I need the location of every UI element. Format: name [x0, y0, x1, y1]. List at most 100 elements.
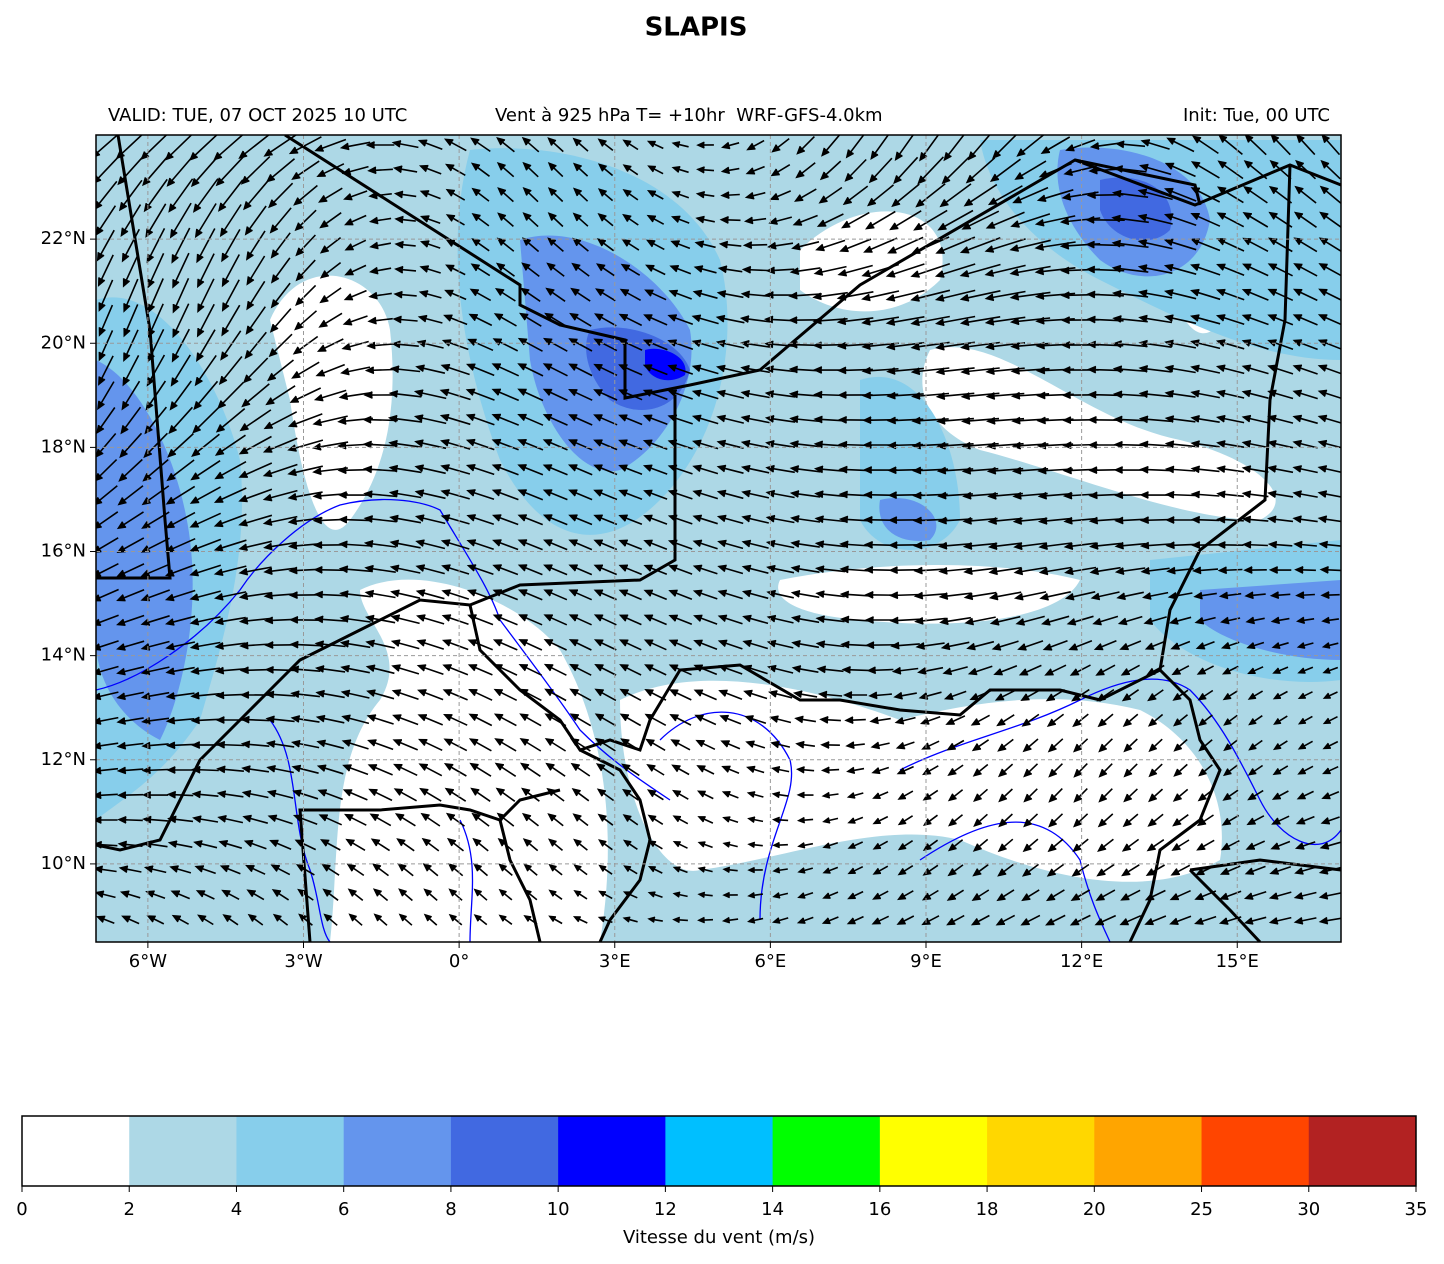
wind-arrow — [120, 204, 142, 238]
wind-arrow — [542, 414, 568, 426]
wind-arrow — [170, 890, 191, 900]
wind-arrow — [289, 387, 322, 403]
wind-arrow — [1267, 389, 1294, 400]
wind-arrow — [469, 288, 492, 302]
wind-arrow — [996, 889, 1015, 902]
wind-arrow — [269, 207, 292, 234]
wind-arrow — [1293, 263, 1318, 277]
wind-arrow — [819, 715, 841, 724]
wind-arrow — [492, 639, 518, 651]
wind-arrow — [470, 263, 491, 277]
wind-arrow — [643, 614, 667, 626]
wind-arrow — [1321, 642, 1339, 649]
wind-arrow — [243, 180, 269, 211]
wind-arrow — [1119, 914, 1142, 926]
wind-arrow — [646, 214, 665, 225]
wind-arrow — [544, 737, 567, 752]
wind-arrow — [214, 591, 247, 601]
wind-arrow — [836, 317, 874, 326]
wind-arrow — [471, 238, 490, 252]
wind-arrow — [594, 664, 617, 676]
wind-arrow — [822, 817, 839, 824]
wind-arrow — [398, 913, 413, 926]
wind-arrow — [691, 364, 719, 375]
wind-arrow — [1169, 616, 1192, 625]
wind-arrow — [871, 766, 890, 775]
wind-arrow — [671, 190, 690, 199]
wind-arrow — [696, 166, 715, 174]
wind-arrow — [1294, 566, 1316, 574]
wind-arrow — [643, 514, 668, 525]
wind-arrow — [1122, 713, 1139, 727]
wind-arrow — [790, 565, 820, 573]
wind-arrow — [792, 690, 818, 699]
wind-arrow — [593, 363, 618, 377]
wind-arrow — [647, 891, 663, 898]
wind-arrow — [415, 589, 445, 600]
wind-arrow — [140, 615, 170, 626]
wind-arrow — [1111, 189, 1149, 198]
wind-arrow — [338, 565, 372, 574]
wind-arrow — [567, 464, 593, 476]
wind-arrow — [1018, 664, 1042, 676]
wind-arrow — [1293, 540, 1317, 549]
wind-arrow — [422, 863, 439, 877]
wind-arrow — [465, 438, 495, 451]
wind-arrow — [417, 689, 444, 701]
wind-arrow — [96, 588, 119, 602]
wind-arrow — [221, 254, 241, 288]
wind-arrow — [765, 266, 795, 275]
wind-arrow — [218, 840, 243, 849]
wind-arrow — [314, 615, 346, 624]
wind-arrow — [718, 240, 742, 249]
wind-arrow — [935, 236, 976, 254]
wind-arrow — [1318, 540, 1341, 549]
wind-arrow — [319, 261, 342, 279]
wind-arrow — [962, 516, 998, 525]
wind-arrow — [1271, 815, 1290, 825]
wind-arrow — [1244, 591, 1266, 600]
wind-arrow — [238, 488, 273, 503]
wind-arrow — [1216, 186, 1244, 204]
wind-arrow — [338, 540, 372, 549]
wind-arrow — [1317, 414, 1341, 424]
wind-arrow — [295, 284, 317, 306]
wind-arrow — [890, 641, 920, 650]
wind-arrow — [771, 137, 790, 153]
wind-arrow — [667, 364, 694, 375]
wind-arrow — [961, 210, 1000, 230]
wind-arrow — [218, 179, 244, 212]
wind-arrow — [118, 865, 142, 874]
wind-arrow — [517, 388, 544, 402]
wind-arrow — [123, 304, 139, 338]
wind-arrow — [1073, 763, 1088, 778]
wind-arrow — [494, 287, 516, 302]
wind-arrow — [865, 641, 895, 650]
wind-arrow — [544, 312, 567, 327]
wind-arrow — [466, 539, 494, 551]
wind-arrow — [593, 539, 618, 551]
wind-arrow — [1217, 160, 1244, 180]
wind-arrow — [869, 716, 891, 725]
wind-arrow — [445, 264, 466, 276]
wind-arrow — [342, 789, 368, 801]
wind-arrow — [740, 290, 770, 299]
wind-arrow — [813, 465, 847, 474]
wind-arrow — [1115, 140, 1146, 149]
wind-arrow — [521, 237, 540, 253]
wind-arrow — [1241, 440, 1269, 449]
wind-arrow — [96, 459, 118, 482]
wind-arrow — [647, 840, 663, 850]
wind-arrow — [597, 138, 614, 152]
wind-arrow — [164, 589, 196, 602]
wind-arrow — [1294, 185, 1317, 204]
wind-arrow — [1147, 813, 1164, 827]
wind-arrow — [747, 917, 764, 924]
wind-arrow — [388, 489, 422, 499]
wind-arrow — [1267, 515, 1294, 524]
wind-arrow — [518, 614, 543, 626]
wind-arrow — [440, 439, 471, 450]
wind-arrow — [471, 812, 490, 827]
wind-vectors — [96, 135, 1341, 926]
wind-arrow — [1048, 788, 1063, 803]
